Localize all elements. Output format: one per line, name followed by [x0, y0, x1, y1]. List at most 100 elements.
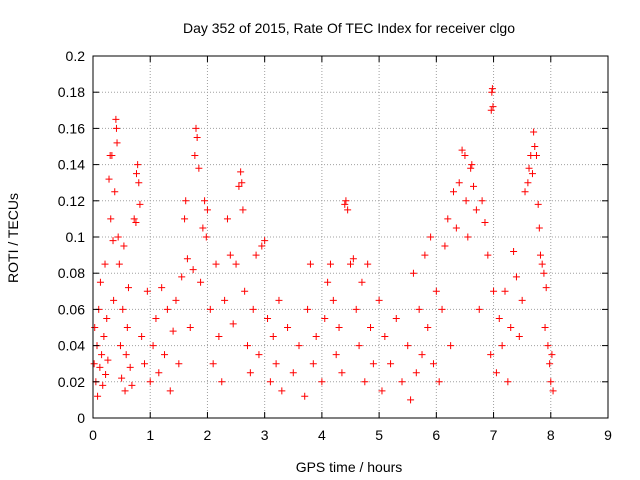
data-point [547, 378, 555, 386]
data-point [549, 387, 557, 395]
x-tick-label: 0 [89, 427, 97, 443]
data-point [120, 242, 128, 250]
x-tick-label: 6 [432, 427, 440, 443]
x-tick-label: 3 [261, 427, 269, 443]
data-point [121, 387, 129, 395]
data-point [447, 342, 455, 350]
y-tick-label: 0 [77, 410, 85, 426]
data-point [418, 351, 426, 359]
data-point [134, 161, 142, 169]
data-point [229, 320, 237, 328]
data-point [534, 200, 542, 208]
data-point [450, 188, 457, 196]
data-point [295, 342, 303, 350]
data-point [542, 284, 550, 292]
data-point [272, 360, 280, 368]
data-point [193, 133, 201, 141]
data-point [138, 333, 146, 341]
y-tick-label: 0.16 [58, 120, 85, 136]
data-points [90, 85, 557, 404]
data-point [206, 305, 214, 313]
data-point [421, 251, 429, 259]
data-point [306, 260, 314, 268]
data-point [101, 260, 109, 268]
data-point [429, 360, 437, 368]
data-point [215, 333, 223, 341]
data-point [470, 182, 478, 190]
x-tick-label: 4 [318, 427, 326, 443]
data-point [501, 287, 509, 295]
data-point [361, 378, 369, 386]
data-point [237, 168, 245, 176]
data-point [258, 242, 266, 250]
data-point [112, 124, 120, 132]
y-tick-label: 0.2 [66, 48, 86, 64]
data-point [192, 124, 200, 132]
x-tick-label: 8 [547, 427, 555, 443]
data-point [352, 305, 360, 313]
data-point [498, 342, 506, 350]
axis-ticks: 0 1 2 3 4 5 6 7 8 9 0 0.02 0.04 0.06 0.08 0.1 0.12 0.14 0.… [58, 48, 612, 443]
data-point [432, 287, 440, 295]
data-point [490, 287, 498, 295]
data-point [199, 224, 207, 232]
data-point [232, 260, 240, 268]
data-point [540, 269, 548, 277]
data-point [107, 215, 115, 223]
data-point [264, 314, 272, 322]
data-point [166, 387, 174, 395]
data-point [309, 360, 317, 368]
y-tick-label: 0.02 [58, 374, 85, 390]
data-point [161, 351, 169, 359]
data-point [464, 233, 472, 241]
data-point [532, 152, 540, 160]
data-point [203, 206, 211, 214]
data-point [132, 219, 140, 227]
data-point [266, 378, 274, 386]
data-point [130, 215, 138, 223]
data-point [105, 175, 113, 183]
data-point [132, 170, 140, 178]
data-point [535, 224, 543, 232]
data-point [122, 351, 130, 359]
data-point [223, 215, 231, 223]
data-point [284, 324, 292, 331]
data-point [112, 115, 120, 123]
data-point [235, 182, 243, 190]
y-tick-label: 0.12 [58, 193, 85, 209]
data-point [172, 296, 180, 304]
data-point [381, 333, 389, 341]
data-point [113, 139, 121, 147]
data-point [289, 369, 297, 377]
data-point [252, 251, 260, 259]
data-point [103, 314, 111, 322]
data-point [114, 233, 122, 241]
grid-lines [93, 56, 608, 418]
data-point [269, 333, 277, 341]
data-point [472, 206, 480, 214]
data-point [525, 164, 533, 172]
data-point [178, 273, 186, 281]
data-point [392, 314, 400, 322]
data-point [329, 296, 337, 304]
data-point [255, 351, 263, 359]
data-point [149, 342, 157, 350]
data-point [141, 360, 148, 368]
data-point [202, 233, 210, 241]
data-point [461, 152, 469, 160]
data-point [195, 164, 203, 172]
data-point [209, 360, 217, 368]
data-point [278, 387, 286, 395]
data-point [507, 324, 515, 331]
data-point [261, 237, 269, 245]
data-point [301, 392, 309, 400]
data-point [489, 103, 497, 111]
data-point [478, 197, 486, 205]
data-point [355, 342, 363, 350]
data-point [512, 273, 520, 281]
data-point [488, 85, 496, 93]
data-point [424, 324, 432, 331]
data-point [110, 296, 118, 304]
data-point [186, 324, 194, 331]
data-point [387, 360, 395, 368]
